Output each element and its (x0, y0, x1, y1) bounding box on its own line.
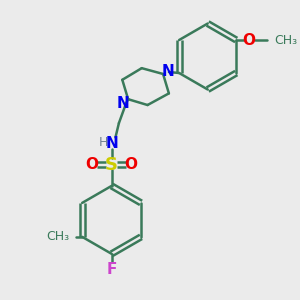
Text: S: S (105, 156, 118, 174)
Text: F: F (106, 262, 117, 277)
Text: N: N (105, 136, 118, 151)
Text: O: O (86, 157, 99, 172)
Text: CH₃: CH₃ (46, 230, 70, 243)
Text: CH₃: CH₃ (274, 34, 297, 46)
Text: H: H (99, 136, 109, 149)
Text: N: N (161, 64, 174, 79)
Text: O: O (242, 32, 255, 47)
Text: N: N (117, 96, 130, 111)
Text: O: O (124, 157, 137, 172)
